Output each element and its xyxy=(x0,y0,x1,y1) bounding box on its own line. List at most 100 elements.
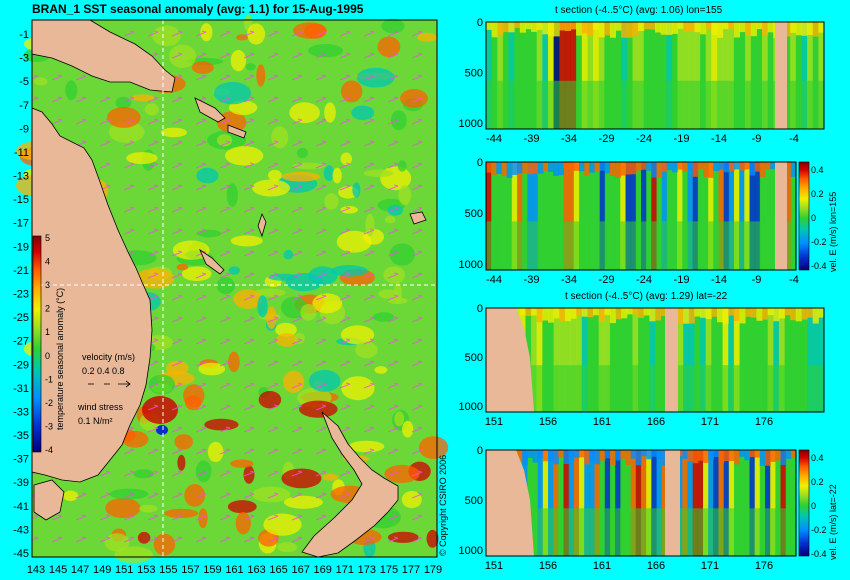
section-column xyxy=(609,308,616,412)
section-x-tick: 156 xyxy=(539,416,557,428)
section-deep xyxy=(581,365,588,412)
surface-band xyxy=(573,162,580,171)
section-deep xyxy=(598,365,605,412)
vel-colorbar-ticks: 0.4 0.2 0 -0.2 -0.4 0.4 0.2 0 -0.2 -0.4 xyxy=(811,165,827,559)
section-column xyxy=(722,308,729,412)
section-column xyxy=(570,22,577,129)
section-column xyxy=(525,22,532,129)
surface-band xyxy=(790,450,797,459)
section-column xyxy=(718,162,725,270)
surface-band xyxy=(762,22,769,35)
surface-band xyxy=(584,450,590,465)
section-deep xyxy=(542,508,549,556)
map-y-tick: -5 xyxy=(19,76,29,88)
section-column xyxy=(514,22,521,129)
section-column xyxy=(745,308,752,412)
section-deep xyxy=(584,508,590,556)
surface-band xyxy=(576,308,583,316)
map-y-tick: -43 xyxy=(13,524,29,536)
section-column xyxy=(754,450,761,556)
surface-band xyxy=(643,308,650,316)
section-column xyxy=(638,22,645,129)
surface-band xyxy=(750,22,757,37)
section-deep xyxy=(688,365,695,412)
surface-band xyxy=(589,162,595,173)
section-deep xyxy=(656,508,663,556)
surface-band xyxy=(525,308,532,316)
section-x-tick: -19 xyxy=(674,133,690,145)
section-deep xyxy=(638,365,645,412)
copyright-text: © Copyright CSIRO 2006 xyxy=(438,455,448,556)
surface-band xyxy=(717,22,724,38)
surface-band xyxy=(682,162,688,172)
section-deep xyxy=(626,365,633,412)
section-deep xyxy=(697,221,704,270)
section-column xyxy=(677,162,683,270)
surface-band xyxy=(711,308,718,317)
section-column xyxy=(536,22,543,129)
surface-band xyxy=(780,450,787,465)
section-column xyxy=(491,22,498,129)
section-y-tick: 0 xyxy=(477,303,483,315)
section-deep xyxy=(641,508,647,556)
section-column xyxy=(548,308,555,412)
section-deep xyxy=(749,221,756,270)
section-column xyxy=(579,450,585,556)
surface-band xyxy=(584,162,590,176)
section-deep xyxy=(536,365,543,412)
section-y-tick: 1000 xyxy=(459,259,483,271)
section-column xyxy=(594,162,601,270)
section-column xyxy=(795,308,802,412)
section-column xyxy=(656,450,663,556)
section-deep xyxy=(775,508,781,556)
section-column xyxy=(711,22,718,129)
section-column xyxy=(677,22,684,129)
map-colorbar xyxy=(32,235,42,453)
surface-band xyxy=(700,22,707,35)
section-deep xyxy=(564,365,571,412)
section-column xyxy=(759,450,766,556)
section-column xyxy=(635,450,642,556)
section-column xyxy=(687,450,694,556)
surface-band xyxy=(790,308,797,321)
section-column xyxy=(542,22,549,129)
surface-band xyxy=(718,162,725,170)
surface-band xyxy=(687,450,694,462)
surface-band xyxy=(785,162,792,169)
section-x-tick: -9 xyxy=(752,133,762,145)
section-column xyxy=(604,308,611,412)
australia-shelf xyxy=(486,308,534,412)
section-deep xyxy=(630,508,637,556)
section-deep xyxy=(536,80,543,129)
surface-band xyxy=(615,308,622,320)
section-column xyxy=(694,22,701,129)
surface-band xyxy=(765,162,771,170)
section-x-tick: 151 xyxy=(485,560,503,572)
section-column xyxy=(734,450,740,556)
velocity-legend-arrows xyxy=(88,380,131,388)
map-x-tick: 157 xyxy=(181,564,199,576)
section-deep xyxy=(666,80,673,129)
section-deep xyxy=(718,221,725,270)
section-x-tick: 176 xyxy=(755,416,773,428)
section-column xyxy=(537,450,544,556)
section-deep xyxy=(812,365,819,412)
section-column xyxy=(694,308,701,412)
map-x-tick: 153 xyxy=(137,564,155,576)
section-deep xyxy=(744,221,750,270)
section-deep xyxy=(723,221,730,270)
surface-band xyxy=(638,308,645,318)
section-column xyxy=(542,162,549,270)
section-deep xyxy=(598,80,605,129)
section-deep xyxy=(581,80,588,129)
section-column xyxy=(587,22,594,129)
map-x-tick: 179 xyxy=(424,564,442,576)
section-deep xyxy=(573,508,580,556)
section-deep xyxy=(734,221,740,270)
section-deep xyxy=(784,80,791,129)
surface-band xyxy=(705,22,712,30)
section-deep xyxy=(795,365,802,412)
section-deep xyxy=(750,365,757,412)
section-column xyxy=(666,162,673,270)
section-deep xyxy=(615,365,622,412)
